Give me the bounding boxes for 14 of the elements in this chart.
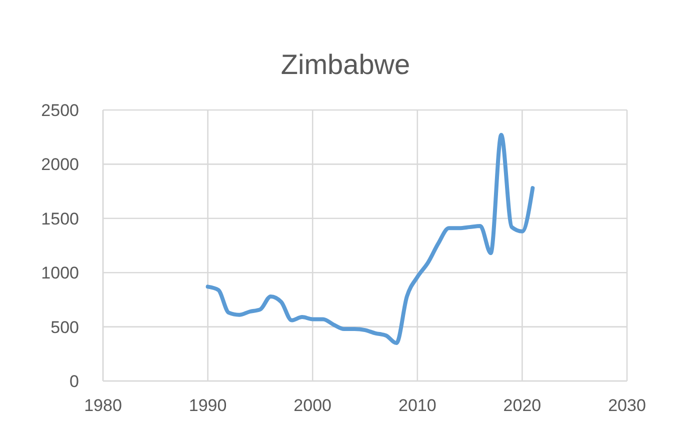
y-tick-label: 2500 [41, 101, 79, 120]
x-tick-label: 1980 [84, 396, 122, 416]
x-tick-label: 1990 [188, 396, 227, 416]
line-series [206, 132, 535, 346]
x-tick-label: 2010 [398, 396, 436, 416]
chart-title: Zimbabwe [280, 48, 412, 82]
x-tick-label: 2030 [608, 396, 646, 416]
y-tick-label: 500 [50, 318, 79, 337]
y-tick-label: 0 [70, 372, 79, 392]
x-tick-label: 2020 [503, 396, 542, 416]
x-tick-label: 2000 [294, 396, 332, 416]
y-tick-label: 1500 [41, 209, 79, 228]
y-tick-label: 1000 [41, 264, 79, 283]
y-tick-label: 2000 [41, 155, 79, 174]
